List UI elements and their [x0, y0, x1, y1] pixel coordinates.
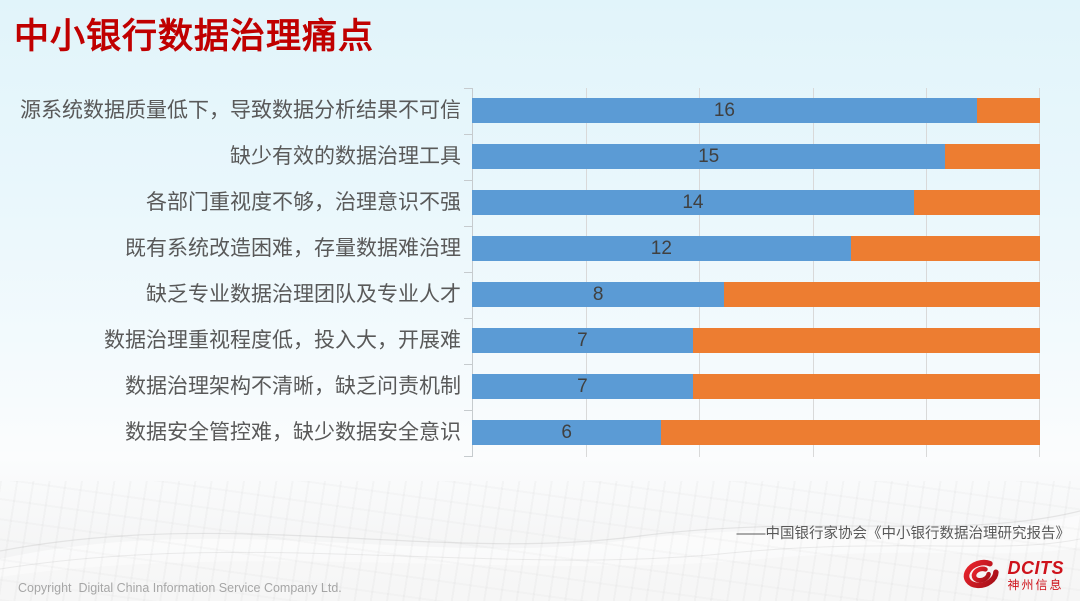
stacked-bar: 12	[472, 236, 1040, 261]
bar-segment-orange	[692, 374, 1040, 399]
bar-segment-blue: 6	[472, 420, 662, 445]
bar-segment-blue: 14	[472, 190, 914, 215]
bar-segment-orange	[945, 144, 1040, 169]
chart-row: 各部门重视度不够，治理意识不强 14	[0, 180, 1040, 226]
bar-segment-blue: 7	[472, 328, 693, 353]
pain-points-bar-chart: 源系统数据质量低下，导致数据分析结果不可信 16 缺少有效的数据治理工具 15 各部门重…	[0, 88, 1040, 458]
stacked-bar: 7	[472, 328, 1040, 353]
stacked-bar: 8	[472, 282, 1040, 307]
bar-segment-orange	[976, 98, 1040, 123]
value-label: 14	[682, 192, 704, 213]
chart-row: 既有系统改造困难，存量数据难治理 12	[0, 226, 1040, 272]
bar-track: 7	[472, 364, 1040, 410]
bar-segment-blue: 12	[472, 236, 851, 261]
category-label: 数据治理架构不清晰，缺乏问责机制	[125, 375, 461, 398]
category-label: 数据治理重视程度低，投入大，开展难	[104, 329, 461, 352]
stacked-bar: 7	[472, 374, 1040, 399]
value-label: 6	[561, 422, 572, 443]
bar-segment-orange	[724, 282, 1040, 307]
bar-track: 15	[472, 134, 1040, 180]
value-label: 8	[592, 284, 604, 305]
bar-segment-orange	[850, 236, 1040, 261]
copyright-text: Copyright Digital China Information Serv…	[18, 581, 342, 595]
y-axis-ticks	[464, 88, 472, 458]
chart-rows: 源系统数据质量低下，导致数据分析结果不可信 16 缺少有效的数据治理工具 15 各部门重…	[0, 88, 1040, 457]
value-label: 15	[698, 146, 720, 167]
bar-track: 12	[472, 226, 1040, 272]
value-label: 7	[577, 330, 588, 351]
category-label: 既有系统改造困难，存量数据难治理	[125, 237, 461, 260]
stacked-bar: 6	[472, 420, 1040, 445]
bar-segment-orange	[913, 190, 1040, 215]
chart-row: 数据治理重视程度低，投入大，开展难 7	[0, 318, 1040, 364]
bar-track: 14	[472, 180, 1040, 226]
swirl-icon	[963, 559, 999, 589]
bar-track: 7	[472, 318, 1040, 364]
bar-track: 6	[472, 410, 1040, 456]
logo-subtitle: 神州信息	[1007, 578, 1064, 592]
logo-text: DCITS 神州信息	[1008, 559, 1065, 591]
stacked-bar: 15	[472, 144, 1040, 169]
stacked-bar: 14	[472, 190, 1040, 215]
bar-track: 8	[472, 272, 1040, 318]
dcits-logo: DCITS 神州信息	[960, 557, 1065, 593]
value-label: 16	[713, 100, 735, 121]
page-title: 中小银行数据治理痛点	[14, 17, 375, 56]
wave-curves	[0, 510, 1080, 601]
category-label: 各部门重视度不够，治理意识不强	[146, 191, 461, 214]
bar-segment-blue: 7	[472, 374, 693, 399]
bar-segment-blue: 16	[472, 98, 977, 123]
chart-row: 缺少有效的数据治理工具 15	[0, 134, 1040, 180]
category-label: 缺乏专业数据治理团队及专业人才	[146, 283, 461, 306]
bar-segment-blue: 15	[472, 144, 946, 169]
logo-wordmark: DCITS	[1007, 558, 1064, 578]
chart-row: 数据安全管控难，缺少数据安全意识 6	[0, 410, 1040, 456]
chart-row: 数据治理架构不清晰，缺乏问责机制 7	[0, 364, 1040, 410]
wave-decoration	[0, 481, 1080, 601]
category-label: 缺少有效的数据治理工具	[230, 145, 461, 168]
value-label: 12	[650, 238, 672, 259]
lattice-texture	[0, 481, 1080, 601]
source-citation: ——中国银行家协会《中小银行数据治理研究报告》	[736, 526, 1071, 542]
stacked-bar: 16	[472, 98, 1040, 123]
bar-track: 16	[472, 88, 1040, 134]
value-label: 7	[577, 376, 588, 397]
bar-segment-blue: 8	[472, 282, 725, 307]
bar-segment-orange	[692, 328, 1040, 353]
chart-row: 缺乏专业数据治理团队及专业人才 8	[0, 272, 1040, 318]
chart-row: 源系统数据质量低下，导致数据分析结果不可信 16	[0, 88, 1040, 134]
bar-segment-orange	[661, 420, 1040, 445]
category-label: 源系统数据质量低下，导致数据分析结果不可信	[20, 99, 461, 122]
category-label: 数据安全管控难，缺少数据安全意识	[125, 421, 461, 444]
